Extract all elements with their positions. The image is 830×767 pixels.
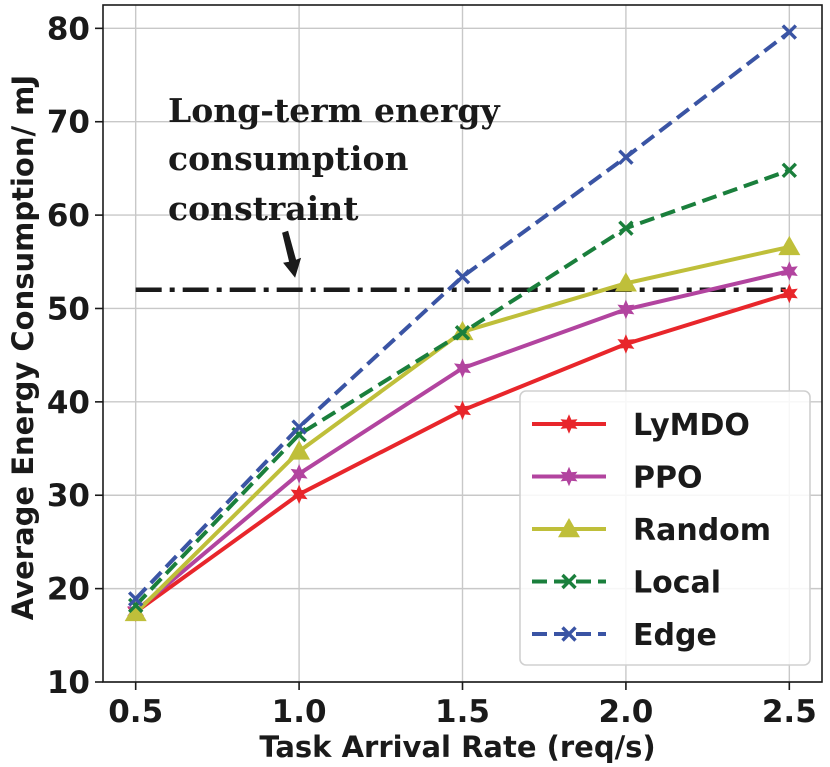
y-tick-label: 80 (47, 11, 90, 47)
legend-label-lymdo: LyMDO (633, 408, 750, 443)
y-tick-label: 50 (47, 291, 90, 327)
legend-label-local: Local (633, 566, 721, 601)
series-edge-line (134, 30, 791, 601)
y-tick-label: 60 (47, 198, 90, 234)
legend-item-edge: Edge (532, 618, 717, 653)
series-lymdo-point (453, 400, 471, 421)
series-lymdo-point (780, 283, 798, 304)
x-tick-label: 2.0 (598, 694, 653, 730)
x-tick-label: 1.5 (435, 694, 490, 730)
annotation-line-3: constraint (168, 189, 359, 228)
series-edge (127, 24, 798, 607)
series-random-point (288, 440, 311, 460)
legend-lymdo-point (560, 414, 578, 434)
legend-item-ppo: PPO (532, 461, 702, 496)
series-local (127, 162, 798, 614)
y-axis-label: Average Energy Consumption/ mJ (6, 75, 40, 620)
annotation-line-1: Long-term energy (168, 91, 500, 130)
series-ppo-point (780, 261, 798, 281)
legend-item-random: Random (532, 513, 771, 548)
y-tick-label: 70 (47, 105, 90, 141)
series-group (124, 24, 801, 622)
legend-edge-point (561, 626, 577, 642)
legend-label-edge: Edge (633, 618, 717, 653)
x-tick-label: 2.5 (762, 694, 817, 730)
series-edge-point (127, 591, 144, 607)
series-random-point (778, 235, 801, 256)
series-local-point (781, 162, 798, 178)
series-lymdo-point (617, 334, 635, 354)
legend: LyMDO PPO Random Local Edge (519, 390, 811, 666)
axis-ticks: 0.5 1.0 1.5 2.0 2.5 10 20 30 40 50 60 70 80 (47, 11, 817, 730)
y-tick-label: 40 (47, 385, 90, 421)
legend-item-lymdo: LyMDO (532, 408, 750, 443)
y-tick-label: 30 (47, 478, 90, 514)
legend-local-point (561, 573, 577, 590)
series-edge-point (618, 149, 634, 165)
series-local-point (618, 220, 634, 236)
series-local-point (454, 325, 471, 341)
y-tick-label: 20 (47, 572, 90, 608)
legend-ppo-point (560, 466, 578, 487)
x-tick-label: 1.0 (272, 694, 327, 730)
x-axis-label: Task Arrival Rate (req/s) (259, 730, 655, 764)
series-edge-point (454, 269, 471, 285)
y-tick-label: 10 (47, 665, 90, 701)
legend-label-ppo: PPO (633, 461, 702, 496)
constraint-annotation: Long-term energy consumption constraint (168, 91, 500, 278)
x-tick-label: 0.5 (108, 694, 163, 730)
series-lymdo-point (290, 484, 308, 505)
series-edge-point (781, 24, 798, 40)
legend-random-point (558, 518, 580, 538)
series-ppo-point (453, 358, 471, 378)
series-ppo-point (617, 299, 635, 320)
series-random-point (614, 272, 637, 292)
legend-box (519, 390, 811, 666)
legend-label-random: Random (633, 513, 771, 548)
annotation-line-2: consumption (168, 139, 408, 178)
series-edge-point (291, 419, 307, 435)
series-random-point (124, 601, 147, 622)
legend-item-local: Local (532, 566, 721, 601)
series-ppo-point (290, 464, 308, 484)
annotation-arrow (282, 230, 302, 278)
